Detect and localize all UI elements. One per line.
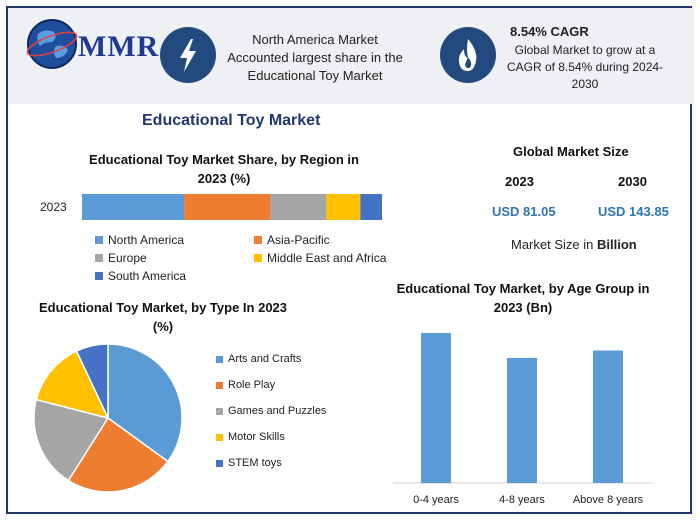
region-legend-label: South America (108, 269, 187, 283)
age-bar-4-8-years (507, 358, 537, 483)
region-stacked-bar (82, 194, 382, 220)
type-legend-label: STEM toys (228, 457, 282, 469)
type-legend-item: Arts and Crafts (216, 353, 301, 365)
pie-slice-arts-and-crafts (107, 343, 183, 463)
infographic-frame: MMR North America Market Accounted large… (6, 6, 694, 514)
age-bar-0-4-years (421, 333, 451, 483)
globe-logo-icon (26, 19, 78, 69)
highlight-text: North America Market Accounted largest s… (227, 32, 403, 83)
lightning-icon (160, 27, 216, 83)
legend-swatch (254, 236, 262, 244)
market-size-title: Global Market Size (513, 144, 629, 159)
region-legend-item: South America (95, 269, 186, 283)
legend-swatch (254, 254, 262, 262)
pie-slice-games-and-puzzles (33, 398, 110, 482)
region-legend-item: Europe (95, 251, 147, 265)
page-title: Educational Toy Market (142, 112, 321, 129)
legend-swatch (95, 272, 103, 280)
cagr-title: 8.54% CAGR (510, 24, 589, 39)
region-chart-title: Educational Toy Market Share, by Region … (89, 152, 359, 186)
market-size-year-a: 2023 (505, 174, 534, 189)
region-legend-label: Asia-Pacific (267, 233, 330, 247)
age-tick-label: 0-4 years (413, 494, 459, 506)
market-size-year-b: 2030 (618, 174, 647, 189)
age-tick-label: Above 8 years (573, 494, 644, 506)
type-legend-item: Motor Skills (216, 431, 285, 443)
market-size-note-prefix: Market Size in (511, 237, 597, 252)
region-bar-segment-europe (270, 194, 327, 220)
legend-swatch (216, 459, 223, 467)
type-legend-item: STEM toys (216, 457, 282, 469)
market-size-value-b: USD 143.85 (598, 204, 669, 219)
age-tick-label: 4-8 years (499, 494, 545, 506)
legend-swatch (95, 236, 103, 244)
type-legend-label: Arts and Crafts (228, 353, 302, 365)
region-legend-item: Asia-Pacific (254, 233, 330, 247)
market-size-note-unit: Billion (596, 237, 637, 252)
logo-text: MMR (78, 30, 160, 63)
pie-slice-stem-toys (75, 343, 109, 419)
flame-icon (440, 27, 496, 83)
type-chart-title: Educational Toy Market, by Type In 2023 … (38, 300, 288, 334)
type-legend-label: Games and Puzzles (228, 405, 327, 417)
region-legend-label: North America (108, 233, 185, 247)
region-legend-item: North America (95, 233, 184, 247)
market-size-value-a: USD 81.05 (492, 204, 556, 219)
cagr-text: Global Market to grow at a CAGR of 8.54%… (506, 43, 664, 91)
type-legend-label: Role Play (228, 379, 276, 391)
region-bar-segment-south-america (360, 194, 382, 220)
region-category-label: 2023 (40, 200, 67, 214)
region-legend-item: Middle East and Africa (254, 251, 386, 265)
legend-swatch (216, 381, 223, 389)
header-band (8, 8, 694, 104)
region-bar-segment-north-america (82, 194, 185, 220)
type-legend-item: Role Play (216, 379, 275, 391)
legend-swatch (95, 254, 103, 262)
pie-slice-motor-skills (35, 350, 110, 420)
legend-swatch (216, 407, 223, 415)
age-bar-above-8-years (593, 350, 623, 483)
type-pie-chart (33, 343, 183, 493)
pie-slice-role-play (67, 416, 169, 493)
region-bar-segment-asia-pacific (184, 194, 271, 220)
type-legend-label: Motor Skills (228, 431, 285, 443)
region-bar-segment-middle-east-and-africa (326, 194, 361, 220)
age-chart-title: Educational Toy Market, by Age Group in … (396, 281, 650, 315)
region-legend-label: Middle East and Africa (267, 251, 387, 265)
market-size-note: Market Size in Billion (511, 237, 637, 252)
region-legend-label: Europe (108, 251, 147, 265)
type-legend-item: Games and Puzzles (216, 405, 326, 417)
legend-swatch (216, 355, 223, 363)
legend-swatch (216, 433, 223, 441)
age-bar-chart: 0-4 years 4-8 years Above 8 years (393, 333, 653, 506)
